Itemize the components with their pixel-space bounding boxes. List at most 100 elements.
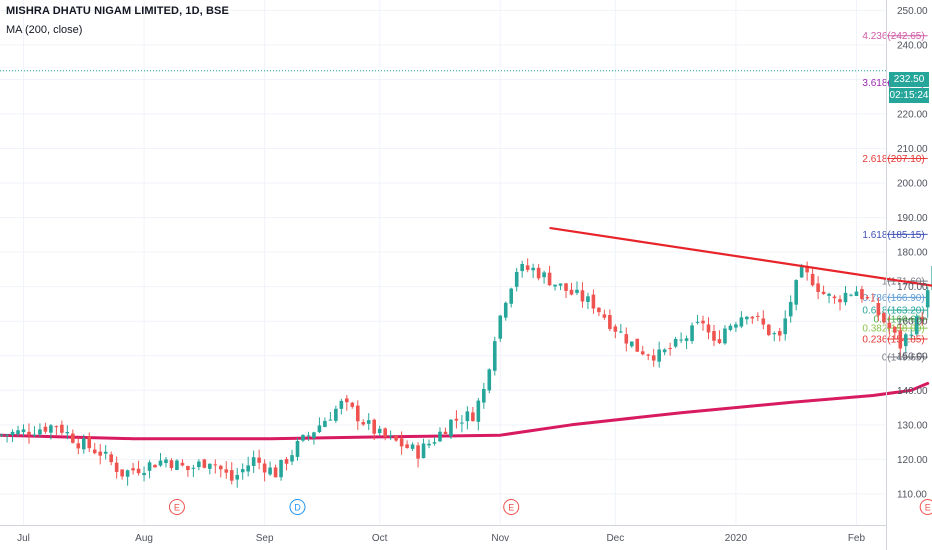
candle-body bbox=[860, 289, 864, 300]
candle-body bbox=[449, 419, 453, 437]
candle-body bbox=[723, 328, 727, 344]
candle-body bbox=[591, 294, 596, 309]
candle-body bbox=[750, 316, 755, 319]
candle-body bbox=[838, 299, 842, 303]
candle-body bbox=[218, 465, 223, 470]
y-tick-label: 130.00 bbox=[897, 420, 928, 431]
candle-body bbox=[509, 288, 514, 304]
candle-body bbox=[372, 419, 377, 434]
candle-body bbox=[777, 331, 782, 336]
candle-body bbox=[783, 318, 788, 335]
candle-body bbox=[920, 317, 925, 320]
fib-level-label: 0.5(160.60) bbox=[874, 315, 925, 326]
candle-body bbox=[805, 267, 809, 273]
candle-body bbox=[454, 418, 459, 421]
candle-body bbox=[191, 467, 196, 469]
candle-body bbox=[629, 341, 634, 347]
candle-body bbox=[350, 402, 355, 407]
candle-body bbox=[849, 294, 853, 296]
candle-body bbox=[871, 300, 875, 302]
candle-body bbox=[416, 445, 420, 459]
candle-body bbox=[651, 355, 656, 361]
candle-body bbox=[553, 284, 557, 287]
candle-body bbox=[772, 333, 777, 335]
candle-body bbox=[339, 400, 344, 409]
candle-body bbox=[690, 325, 694, 342]
candle-body bbox=[547, 272, 552, 286]
candle-body bbox=[169, 460, 174, 468]
fib-level-label: 0(149.65) bbox=[882, 352, 925, 363]
candle-body bbox=[476, 400, 481, 422]
candle-body bbox=[262, 463, 267, 473]
candle-body bbox=[460, 422, 464, 424]
candle-body bbox=[827, 293, 831, 296]
candle-body bbox=[0, 434, 4, 436]
drawings[interactable] bbox=[0, 70, 932, 325]
candle-body bbox=[701, 320, 705, 324]
candle-body bbox=[624, 334, 629, 344]
y-tick-label: 170.00 bbox=[897, 282, 928, 293]
candle-body bbox=[240, 469, 245, 473]
fib-level-label: 1.618(185.15) bbox=[862, 230, 924, 241]
candle-body bbox=[914, 316, 919, 335]
candle-body bbox=[909, 334, 914, 336]
candle-body bbox=[197, 461, 201, 468]
candle-body bbox=[662, 349, 667, 353]
candle-body bbox=[16, 430, 20, 435]
candle-body bbox=[284, 459, 289, 464]
candle-body bbox=[810, 273, 815, 286]
candle-body bbox=[597, 307, 601, 313]
candle-body bbox=[756, 315, 760, 317]
candle-body bbox=[734, 324, 738, 328]
candle-body bbox=[153, 464, 157, 468]
countdown-tag: 02:15:24 bbox=[889, 88, 929, 103]
candle-body bbox=[514, 271, 519, 287]
candle-body bbox=[788, 301, 793, 317]
candle-body bbox=[739, 317, 744, 327]
y-tick-label: 210.00 bbox=[897, 144, 928, 155]
candle-body bbox=[766, 324, 771, 336]
candle-body bbox=[290, 455, 294, 462]
candle-body bbox=[224, 469, 229, 473]
candle-body bbox=[679, 339, 683, 341]
candle-body bbox=[898, 330, 903, 349]
candle-body bbox=[717, 339, 722, 344]
y-tick-label: 190.00 bbox=[897, 213, 928, 224]
event-marker-label: D bbox=[294, 503, 301, 513]
candle-body bbox=[558, 283, 563, 286]
candle-body bbox=[383, 428, 387, 437]
candle-body bbox=[646, 354, 651, 356]
trendline bbox=[549, 226, 932, 287]
candle-body bbox=[471, 412, 475, 422]
candle-body bbox=[10, 431, 15, 436]
candle-body bbox=[388, 435, 393, 437]
candle-body bbox=[799, 266, 804, 278]
y-tick-label: 110.00 bbox=[897, 489, 927, 500]
candle-body bbox=[843, 292, 848, 303]
candle-body bbox=[608, 315, 612, 329]
x-tick-label: 2020 bbox=[725, 533, 748, 544]
candle-body bbox=[575, 289, 579, 293]
candle-body bbox=[432, 442, 437, 444]
x-tick-label: Oct bbox=[372, 533, 388, 544]
candle-body bbox=[536, 267, 541, 279]
candle-body bbox=[487, 369, 492, 391]
candle-body bbox=[410, 444, 415, 449]
candle-body bbox=[103, 451, 108, 454]
indicator-legend[interactable]: MA (200, close) bbox=[6, 24, 83, 36]
candle-body bbox=[925, 290, 930, 308]
candle-body bbox=[279, 459, 283, 478]
candle-body bbox=[301, 434, 305, 441]
fib-level-label: 0.786(166.90) bbox=[862, 293, 924, 304]
candle-body bbox=[312, 432, 316, 439]
moving-average-line bbox=[0, 381, 930, 441]
candle-body bbox=[54, 426, 59, 428]
candle-body bbox=[668, 348, 672, 350]
candle-body bbox=[635, 338, 640, 352]
candle-body bbox=[520, 264, 524, 272]
symbol-title[interactable]: MISHRA DHATU NIGAM LIMITED, 1D, BSE bbox=[6, 5, 229, 17]
candle-body bbox=[268, 467, 272, 475]
candle-body bbox=[794, 280, 798, 305]
